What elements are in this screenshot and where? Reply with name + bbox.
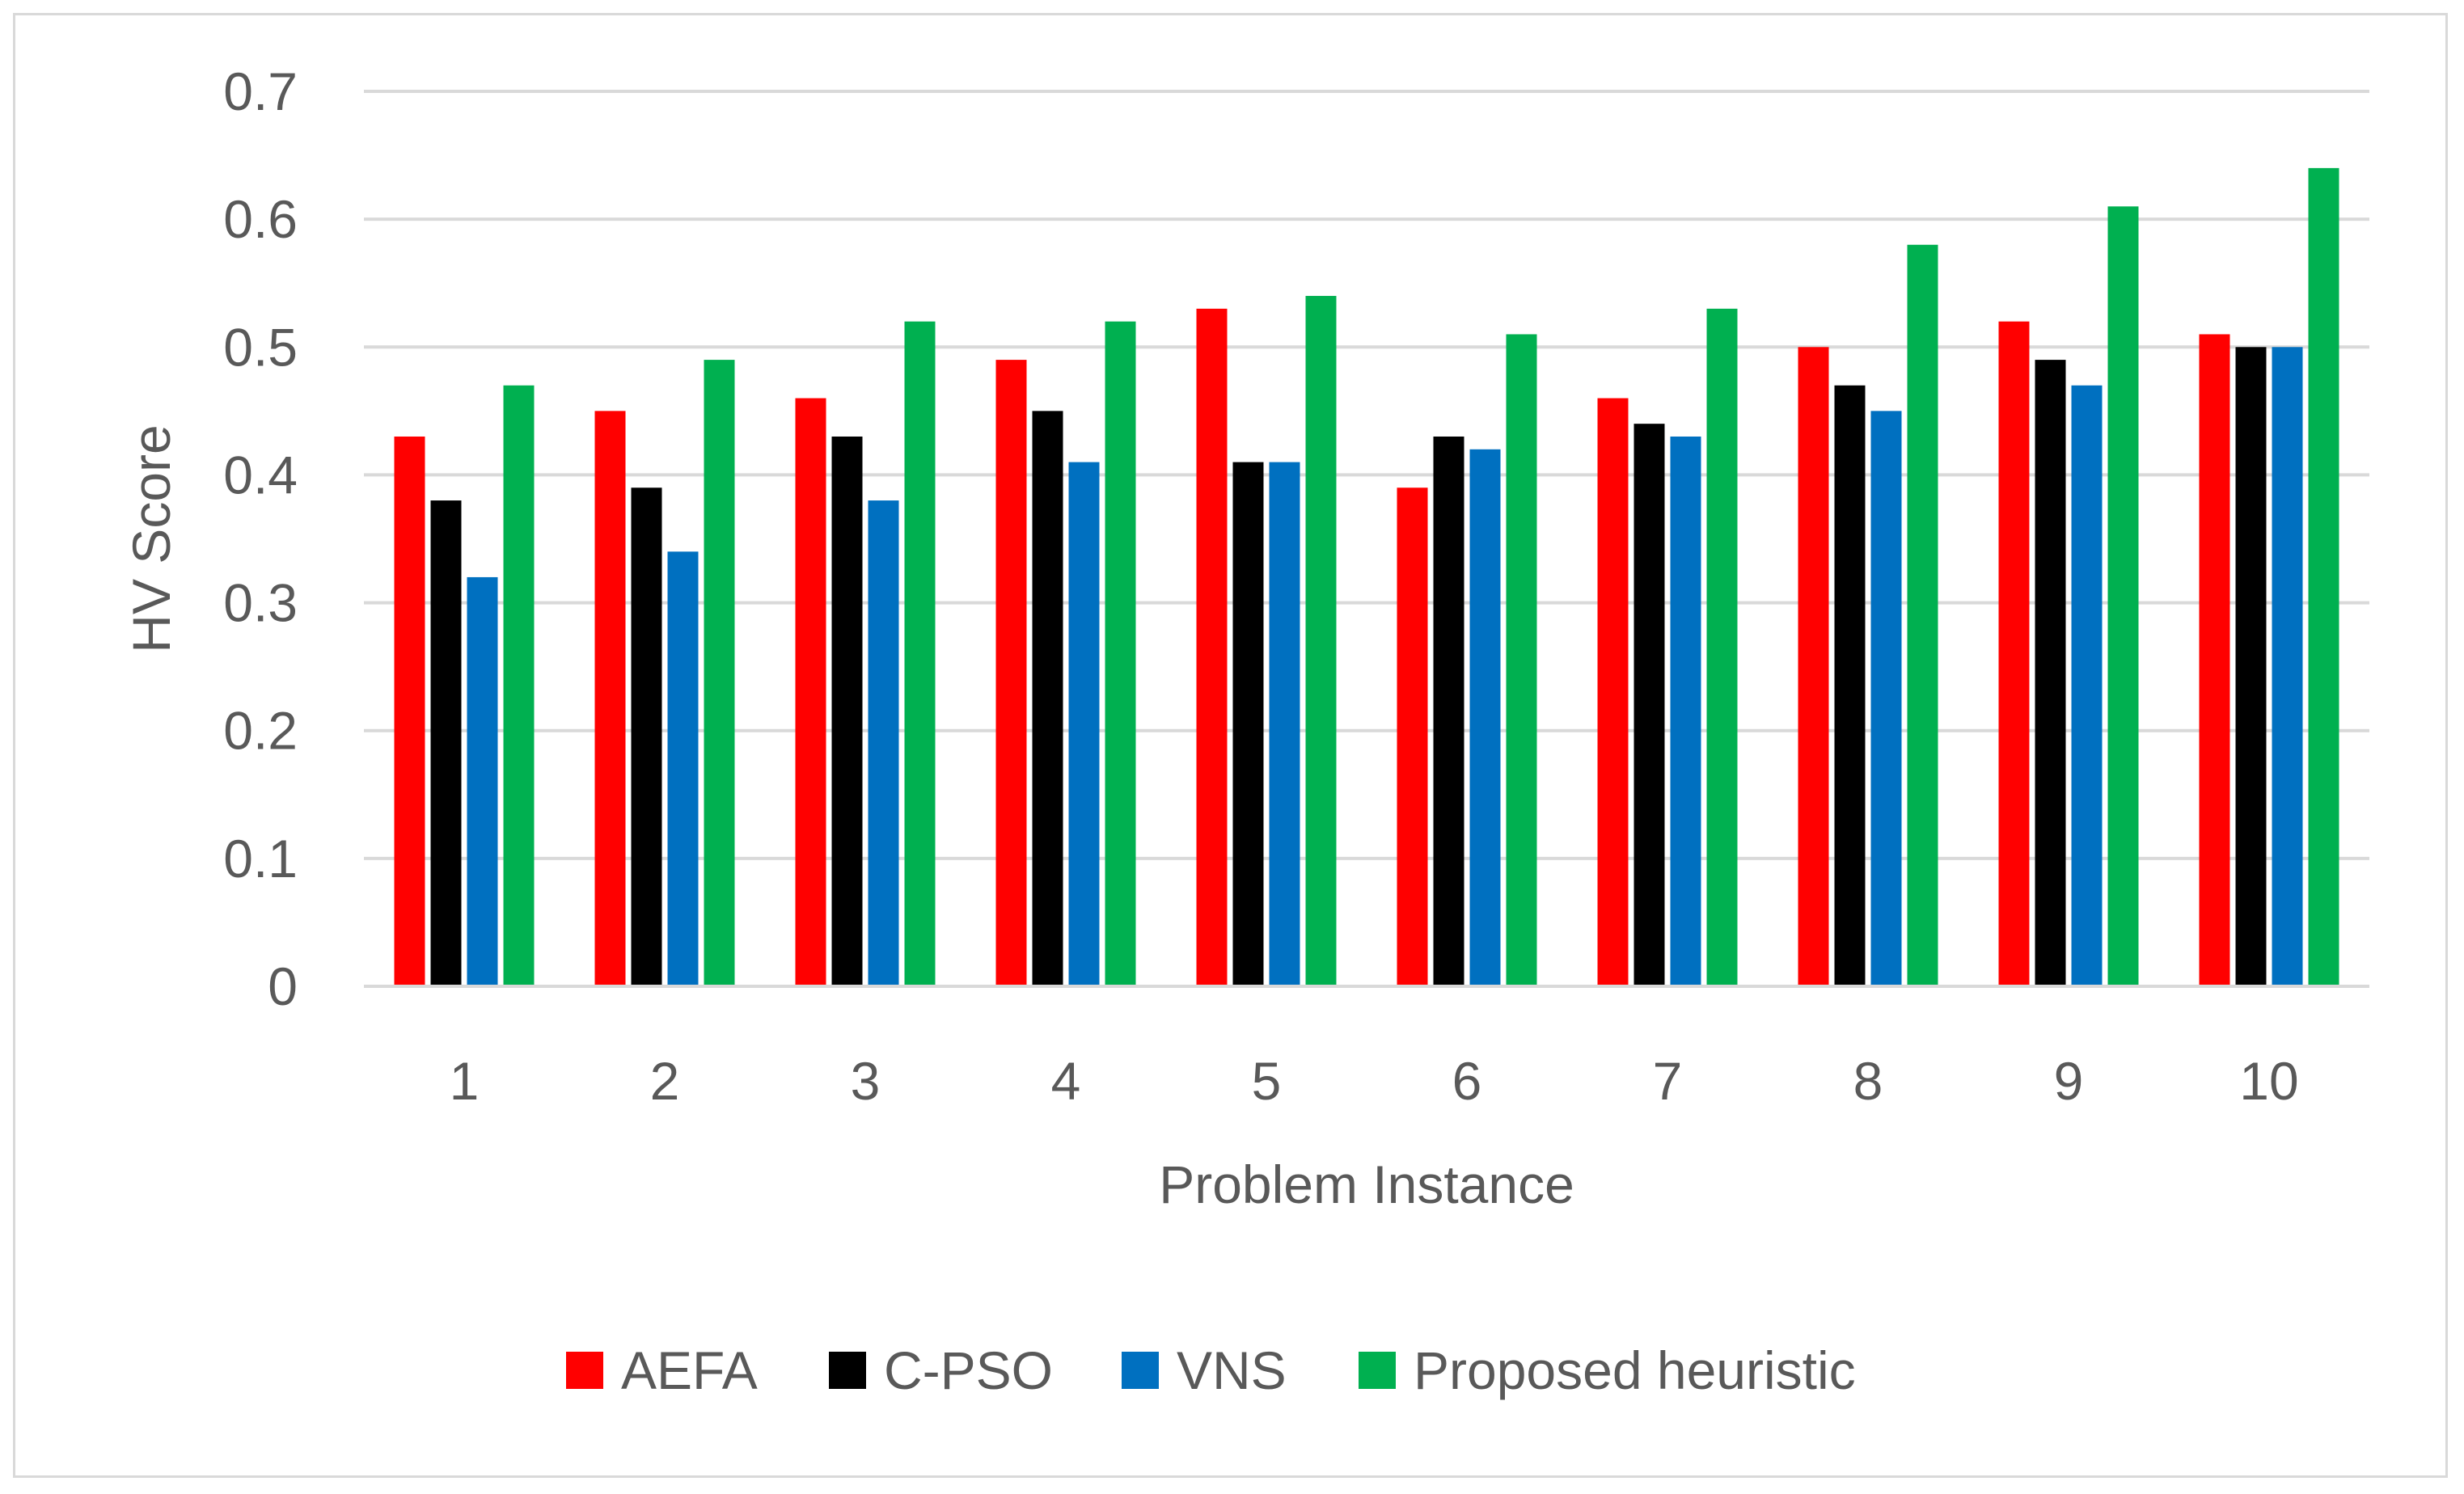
bar-aefa-6 <box>1397 487 1428 986</box>
x-tick-label: 5 <box>1252 1051 1282 1111</box>
y-tick-label: 0.6 <box>223 189 298 249</box>
x-tick-label: 8 <box>1853 1051 1883 1111</box>
bar-aefa-3 <box>795 398 826 986</box>
bar-aefa-8 <box>1798 347 1829 986</box>
bar-proposed-heuristic-6 <box>1506 334 1537 986</box>
bar-proposed-heuristic-4 <box>1105 321 1136 987</box>
bar-aefa-2 <box>594 411 626 986</box>
bar-c-pso-1 <box>430 500 462 986</box>
y-tick-label: 0.1 <box>223 829 298 888</box>
legend-label: VNS <box>1177 1340 1287 1400</box>
bar-proposed-heuristic-8 <box>1907 244 1938 986</box>
bar-aefa-9 <box>1998 321 2030 987</box>
bar-vns-8 <box>1870 411 1902 986</box>
y-tick-label: 0.5 <box>223 317 298 377</box>
bar-vns-2 <box>667 551 699 986</box>
legend-swatch-c-pso <box>829 1352 866 1389</box>
bar-vns-10 <box>2272 347 2303 986</box>
bar-vns-9 <box>2071 385 2103 986</box>
x-tick-label: 6 <box>1452 1051 1482 1111</box>
bar-c-pso-7 <box>1634 424 1665 986</box>
bar-c-pso-9 <box>2035 360 2066 987</box>
bar-c-pso-8 <box>1834 385 1866 986</box>
bar-proposed-heuristic-9 <box>2107 206 2139 987</box>
x-tick-label: 9 <box>2054 1051 2084 1111</box>
bar-c-pso-3 <box>831 436 863 986</box>
bar-proposed-heuristic-7 <box>1706 308 1738 986</box>
bar-proposed-heuristic-3 <box>904 321 936 987</box>
bar-c-pso-10 <box>2235 347 2267 986</box>
bars <box>394 167 2339 987</box>
bar-aefa-4 <box>995 360 1027 987</box>
bar-aefa-10 <box>2199 334 2230 986</box>
legend-swatch-aefa <box>566 1352 603 1389</box>
bar-proposed-heuristic-5 <box>1305 296 1337 986</box>
gridlines <box>364 90 2369 860</box>
bar-vns-4 <box>1068 462 1100 986</box>
legend-swatch-proposed-heuristic <box>1359 1352 1396 1389</box>
bar-c-pso-6 <box>1433 436 1464 986</box>
y-tick-label: 0.7 <box>223 61 298 121</box>
bar-vns-7 <box>1670 436 1701 986</box>
bar-c-pso-5 <box>1232 462 1264 986</box>
bar-aefa-5 <box>1196 308 1228 986</box>
bar-aefa-7 <box>1597 398 1629 986</box>
x-tick-label: 3 <box>851 1051 881 1111</box>
bar-aefa-1 <box>394 436 425 986</box>
y-tick-label: 0.2 <box>223 701 298 761</box>
bar-c-pso-4 <box>1032 411 1063 986</box>
x-axis-ticks: 1 2 3 4 5 6 7 8 9 10 <box>450 1051 2299 1111</box>
bar-vns-1 <box>467 576 498 986</box>
legend-swatch-vns <box>1122 1352 1159 1389</box>
y-tick-label: 0.3 <box>223 573 298 633</box>
x-tick-label: 7 <box>1653 1051 1683 1111</box>
bar-vns-5 <box>1269 462 1300 986</box>
legend: AEFA C-PSO VNS Proposed heuristic <box>566 1340 1856 1400</box>
y-axis-title: HV Score <box>121 424 181 652</box>
x-tick-label: 1 <box>450 1051 480 1111</box>
bar-proposed-heuristic-2 <box>704 360 735 987</box>
bar-vns-6 <box>1469 449 1501 986</box>
x-tick-label: 4 <box>1051 1051 1081 1111</box>
legend-label: Proposed heuristic <box>1414 1340 1856 1400</box>
bar-proposed-heuristic-10 <box>2308 167 2339 986</box>
legend-label: AEFA <box>621 1340 758 1400</box>
y-tick-label: 0.4 <box>223 445 298 504</box>
y-tick-label: 0 <box>268 956 298 1016</box>
bar-proposed-heuristic-1 <box>503 385 535 986</box>
x-axis-title: Problem Instance <box>1159 1154 1574 1214</box>
x-tick-label: 10 <box>2239 1051 2298 1111</box>
y-axis-ticks: 0 0.1 0.2 0.3 0.4 0.5 0.6 0.7 <box>223 61 298 1016</box>
legend-label: C-PSO <box>884 1340 1053 1400</box>
bar-c-pso-2 <box>631 487 662 986</box>
x-tick-label: 2 <box>650 1051 680 1111</box>
bar-vns-3 <box>868 500 899 986</box>
